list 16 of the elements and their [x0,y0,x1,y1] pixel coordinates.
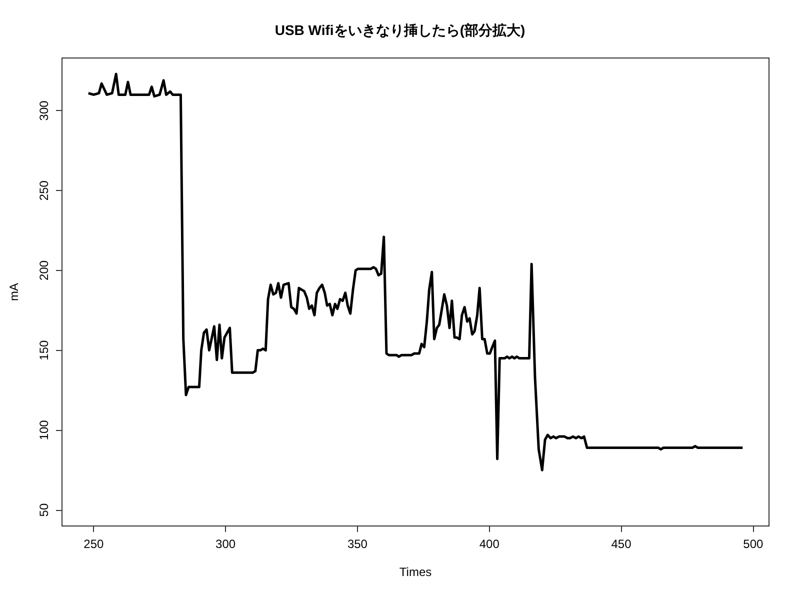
x-tick-label: 400 [479,537,500,551]
x-tick-label: 250 [84,537,104,551]
chart-title: USB Wifiをいきなり挿したら(部分拡大) [274,22,526,38]
x-tick-label: 500 [743,537,764,551]
y-tick-label: 200 [37,260,51,280]
y-tick-label: 150 [37,340,51,360]
x-tick-label: 350 [347,537,368,551]
x-axis-title: Times [399,565,432,579]
y-tick-label: 250 [37,180,51,201]
y-tick-label: 100 [37,420,51,440]
x-tick-label: 450 [611,537,632,551]
y-axis-title: mA [7,283,21,301]
x-tick-label: 300 [216,537,236,551]
line-series [87,72,744,472]
y-tick-label: 50 [37,503,51,517]
y-tick-label: 300 [37,100,51,121]
